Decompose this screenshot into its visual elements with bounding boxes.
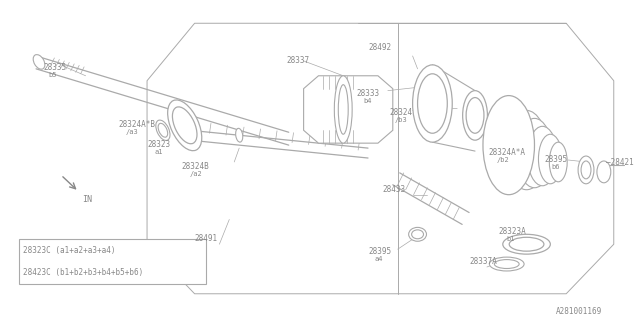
Text: /a2: /a2 bbox=[189, 171, 202, 177]
Text: a1: a1 bbox=[155, 149, 163, 155]
Text: b1: b1 bbox=[507, 236, 515, 242]
Ellipse shape bbox=[334, 76, 352, 143]
Bar bbox=[19, 239, 205, 284]
Ellipse shape bbox=[490, 257, 524, 271]
Ellipse shape bbox=[466, 98, 484, 133]
Ellipse shape bbox=[33, 55, 45, 69]
Text: 28337A: 28337A bbox=[469, 257, 497, 266]
Text: a4: a4 bbox=[375, 256, 383, 262]
Text: /b2: /b2 bbox=[497, 157, 509, 163]
Text: 28324A*A: 28324A*A bbox=[489, 148, 526, 157]
Ellipse shape bbox=[412, 230, 424, 239]
Ellipse shape bbox=[494, 260, 519, 268]
Ellipse shape bbox=[597, 161, 611, 183]
Text: A281001169: A281001169 bbox=[556, 307, 602, 316]
Text: 28324: 28324 bbox=[390, 108, 413, 117]
Text: 28324A*B: 28324A*B bbox=[118, 120, 156, 129]
Text: 28323: 28323 bbox=[147, 140, 170, 149]
Ellipse shape bbox=[578, 156, 594, 184]
Text: 28395: 28395 bbox=[368, 247, 391, 256]
Text: /b3: /b3 bbox=[395, 117, 408, 124]
Ellipse shape bbox=[509, 237, 544, 251]
Text: 28323A: 28323A bbox=[499, 228, 527, 236]
Text: b5: b5 bbox=[48, 72, 56, 78]
Ellipse shape bbox=[527, 126, 557, 186]
Text: 28335: 28335 bbox=[43, 63, 66, 72]
Text: 28324B: 28324B bbox=[182, 162, 209, 171]
Ellipse shape bbox=[581, 161, 591, 179]
Ellipse shape bbox=[409, 228, 426, 241]
Text: 28492: 28492 bbox=[368, 43, 391, 52]
Ellipse shape bbox=[339, 85, 348, 134]
Polygon shape bbox=[303, 76, 393, 143]
Text: 28395: 28395 bbox=[545, 155, 568, 164]
Text: IN: IN bbox=[83, 195, 93, 204]
Text: /a3: /a3 bbox=[125, 129, 138, 135]
Text: 28423C (b1+b2+b3+b4+b5+b6): 28423C (b1+b2+b3+b4+b5+b6) bbox=[23, 268, 143, 277]
Ellipse shape bbox=[506, 110, 547, 190]
Polygon shape bbox=[147, 23, 614, 294]
Ellipse shape bbox=[236, 128, 243, 142]
Text: 28433: 28433 bbox=[383, 185, 406, 194]
Text: 28333: 28333 bbox=[356, 89, 380, 98]
Ellipse shape bbox=[413, 65, 452, 142]
Ellipse shape bbox=[549, 142, 567, 182]
Ellipse shape bbox=[172, 107, 197, 144]
Ellipse shape bbox=[417, 74, 447, 133]
Text: —28421: —28421 bbox=[606, 158, 634, 167]
Ellipse shape bbox=[503, 234, 550, 254]
Text: b6: b6 bbox=[551, 164, 560, 170]
Ellipse shape bbox=[538, 134, 562, 184]
Ellipse shape bbox=[483, 96, 534, 195]
Ellipse shape bbox=[516, 118, 552, 188]
Text: 28323C (a1+a2+a3+a4): 28323C (a1+a2+a3+a4) bbox=[23, 246, 116, 255]
Ellipse shape bbox=[463, 91, 488, 140]
Text: 28491: 28491 bbox=[195, 234, 218, 243]
Text: 28337: 28337 bbox=[287, 56, 310, 65]
Ellipse shape bbox=[158, 123, 168, 137]
Ellipse shape bbox=[168, 100, 202, 151]
Text: b4: b4 bbox=[363, 98, 372, 104]
Ellipse shape bbox=[156, 120, 170, 140]
